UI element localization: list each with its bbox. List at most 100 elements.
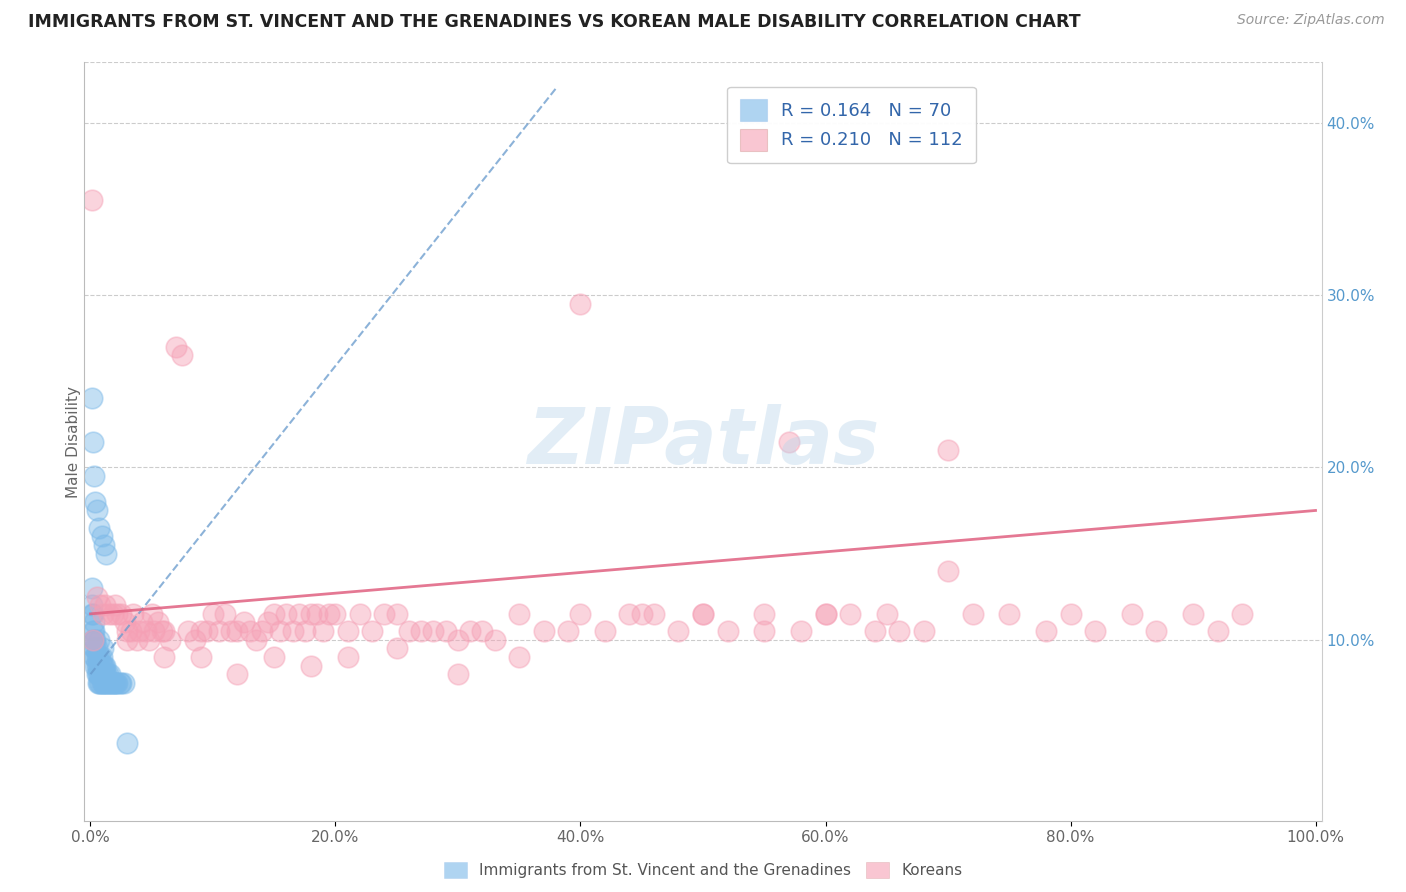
Point: [458, 624, 481, 639]
Point: [97, 675, 120, 690]
Point: [80, 599, 103, 613]
Point: [299, 658, 322, 673]
Point: [257, 615, 280, 630]
Point: [86, 658, 108, 673]
Point: [1084, 624, 1107, 639]
Point: [226, 667, 249, 681]
Point: [790, 624, 813, 639]
Point: [962, 607, 984, 621]
Point: [447, 667, 470, 681]
Point: [141, 607, 163, 621]
Point: [153, 649, 176, 664]
Point: [86, 667, 108, 681]
Point: [100, 675, 122, 690]
Point: [385, 641, 408, 656]
Point: [94, 667, 117, 681]
Point: [754, 607, 776, 621]
Point: [716, 624, 738, 639]
Point: [201, 607, 224, 621]
Point: [1206, 624, 1229, 639]
Point: [80, 607, 103, 621]
Point: [96, 667, 118, 681]
Point: [98, 675, 121, 690]
Point: [1230, 607, 1253, 621]
Point: [87, 632, 110, 647]
Point: [411, 624, 433, 639]
Point: [887, 624, 910, 639]
Point: [83, 624, 105, 639]
Point: [533, 624, 555, 639]
Point: [97, 675, 120, 690]
Point: [104, 599, 127, 613]
Point: [90, 658, 112, 673]
Point: [87, 675, 110, 690]
Point: [93, 538, 115, 552]
Point: [177, 624, 200, 639]
Point: [232, 615, 254, 630]
Point: [94, 658, 117, 673]
Point: [96, 675, 118, 690]
Point: [221, 624, 243, 639]
Point: [104, 675, 127, 690]
Point: [86, 590, 108, 604]
Point: [183, 632, 205, 647]
Point: [84, 495, 107, 509]
Point: [94, 675, 117, 690]
Point: [1121, 607, 1143, 621]
Point: [165, 340, 187, 354]
Point: [87, 658, 110, 673]
Point: [361, 624, 384, 639]
Point: [97, 667, 120, 681]
Text: Source: ZipAtlas.com: Source: ZipAtlas.com: [1237, 13, 1385, 28]
Point: [214, 607, 236, 621]
Point: [80, 194, 103, 208]
Point: [110, 675, 132, 690]
Point: [125, 632, 148, 647]
Point: [84, 641, 107, 656]
Point: [96, 547, 118, 561]
Point: [91, 641, 114, 656]
Point: [89, 599, 111, 613]
Point: [146, 615, 169, 630]
Point: [936, 443, 959, 458]
Point: [114, 615, 136, 630]
Point: [83, 632, 105, 647]
Point: [86, 649, 108, 664]
Point: [84, 658, 107, 673]
Point: [208, 624, 231, 639]
Point: [239, 624, 262, 639]
Point: [422, 624, 444, 639]
Point: [484, 632, 506, 647]
Point: [110, 607, 132, 621]
Point: [91, 607, 114, 621]
Point: [91, 667, 114, 681]
Point: [385, 607, 408, 621]
Point: [84, 649, 107, 664]
Point: [318, 607, 340, 621]
Point: [101, 675, 124, 690]
Point: [87, 521, 110, 535]
Point: [336, 624, 359, 639]
Point: [80, 392, 103, 406]
Point: [83, 615, 105, 630]
Point: [668, 624, 690, 639]
Point: [153, 624, 176, 639]
Point: [143, 624, 166, 639]
Y-axis label: Male Disability: Male Disability: [66, 385, 80, 498]
Point: [269, 624, 291, 639]
Point: [93, 667, 115, 681]
Point: [692, 607, 714, 621]
Point: [150, 624, 173, 639]
Point: [619, 607, 641, 621]
Point: [115, 624, 138, 639]
Point: [1035, 624, 1057, 639]
Point: [307, 607, 329, 621]
Point: [912, 624, 935, 639]
Point: [190, 649, 212, 664]
Point: [998, 607, 1021, 621]
Point: [195, 624, 218, 639]
Point: [94, 599, 117, 613]
Point: [692, 607, 714, 621]
Point: [89, 667, 111, 681]
Point: [84, 632, 107, 647]
